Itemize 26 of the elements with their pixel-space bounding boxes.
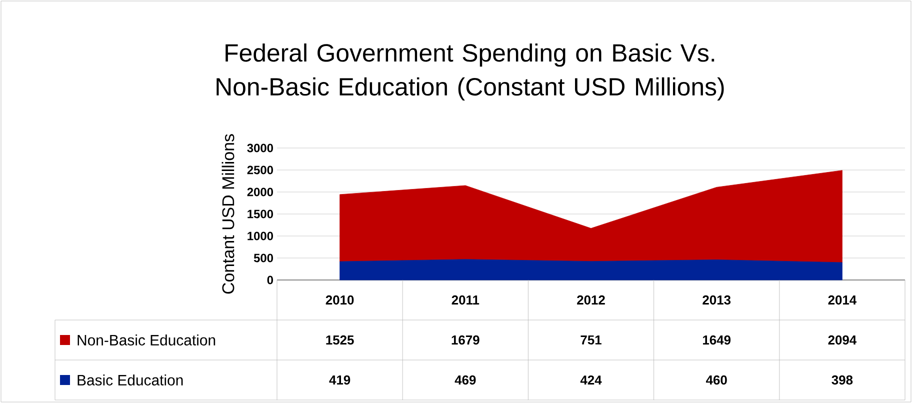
- y-tick-label: 2000: [247, 188, 273, 196]
- y-tick-label: 2500: [247, 166, 273, 174]
- x-tick-label: 2014: [828, 295, 857, 305]
- data-label: 419: [329, 375, 350, 385]
- data-label: 1525: [326, 335, 354, 345]
- data-label: 2094: [828, 335, 857, 345]
- y-tick-label: 1000: [248, 232, 273, 240]
- data-label: 460: [706, 375, 727, 385]
- x-tick-label: 2012: [577, 295, 605, 305]
- y-tick-label: 500: [254, 254, 273, 262]
- data-label: 751: [580, 335, 602, 345]
- y-axis-title: Contant USD Millions: [222, 134, 234, 294]
- data-label: 1649: [703, 335, 731, 345]
- chart-title: Federal Government Spending on Basic Vs. Non-Basic Education (Constant USD Millions): [216, 43, 724, 101]
- data-label: 424: [580, 375, 602, 385]
- data-label: 398: [832, 375, 853, 385]
- x-tick-label: 2011: [452, 295, 480, 305]
- x-tick-label: 2013: [702, 295, 731, 305]
- legend-label: Non-Basic Education: [78, 334, 216, 346]
- legend-label: Basic Education: [78, 374, 183, 386]
- x-tick-label: 2010: [326, 295, 354, 305]
- y-tick-label: 3000: [247, 144, 273, 152]
- y-tick-label: 1500: [248, 210, 273, 218]
- data-label: 1679: [452, 335, 480, 345]
- y-tick-label: 0: [267, 276, 273, 284]
- data-label: 469: [454, 375, 476, 385]
